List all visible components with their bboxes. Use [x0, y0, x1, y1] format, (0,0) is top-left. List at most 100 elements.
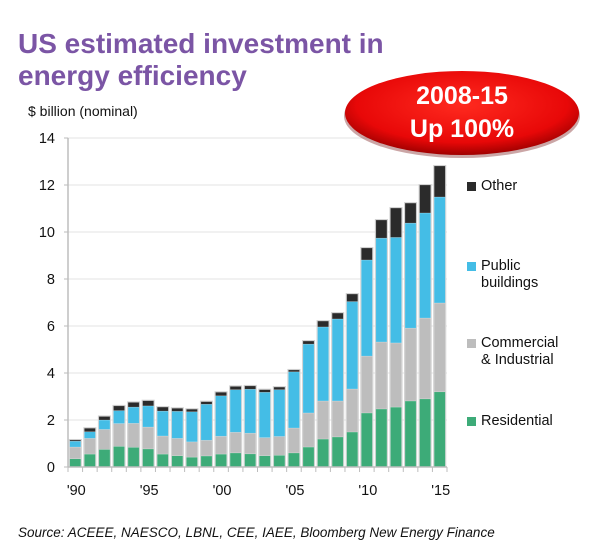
- x-tick-label: '05: [285, 483, 304, 499]
- bar-residential-2012: [390, 406, 402, 468]
- bar-other-2000: [215, 392, 227, 397]
- x-tick-label: '00: [213, 483, 232, 499]
- y-tick-label: 10: [39, 225, 55, 241]
- bar-public-buildings-1990: [69, 440, 82, 448]
- legend-item-other: Other: [467, 178, 596, 195]
- bar-residential-1999: [200, 455, 213, 468]
- bar-commercial-industrial-1990: [69, 446, 82, 460]
- bar-other-2014: [419, 184, 431, 214]
- bar-commercial-industrial-2002: [244, 432, 257, 455]
- bar-commercial-industrial-2013: [404, 327, 417, 402]
- legend-swatch-public-buildings: [467, 262, 476, 271]
- bar-residential-2009: [346, 431, 359, 468]
- bar-public-buildings-1997: [171, 411, 184, 439]
- y-tick-label: 2: [47, 413, 55, 429]
- bar-other-2011: [375, 219, 388, 239]
- bar-public-buildings-1996: [156, 410, 169, 437]
- source-note: Source: ACEEE, NAESCO, LBNL, CEE, IAEE, …: [18, 525, 495, 540]
- bar-stack-2010: [360, 246, 374, 468]
- bar-residential-2014: [419, 398, 431, 468]
- annotation-line-2: Up 100%: [409, 115, 515, 143]
- bar-other-1992: [98, 416, 111, 421]
- bar-commercial-industrial-2008: [331, 400, 344, 438]
- bar-commercial-industrial-2014: [419, 317, 431, 400]
- legend-swatch-other: [467, 182, 476, 191]
- legend-label-public-buildings: Public buildings: [481, 258, 539, 291]
- bar-commercial-industrial-2015: [433, 302, 446, 393]
- bar-other-2015: [433, 165, 446, 198]
- bar-public-buildings-2001: [229, 389, 242, 433]
- bar-residential-1997: [171, 455, 184, 468]
- bar-residential-1996: [156, 453, 169, 468]
- bar-residential-2000: [215, 453, 227, 468]
- bar-stack-1994: [127, 401, 141, 468]
- bar-commercial-industrial-1999: [200, 439, 213, 457]
- bar-commercial-industrial-1998: [186, 441, 198, 458]
- bar-commercial-industrial-1996: [156, 435, 169, 455]
- bar-residential-2001: [229, 452, 242, 468]
- bar-stack-2000: [214, 391, 228, 468]
- bar-commercial-industrial-1993: [113, 423, 125, 447]
- x-tick-label: '90: [67, 483, 86, 499]
- x-tick-labels: '90 '95 '00 '05 '10 '15: [67, 483, 450, 499]
- bar-other-1999: [200, 401, 213, 405]
- bar-other-1991: [84, 427, 96, 433]
- bar-commercial-industrial-2001: [229, 431, 242, 454]
- bar-public-buildings-1995: [142, 405, 154, 428]
- bar-other-1993: [113, 405, 125, 411]
- bar-stack-2006: [301, 340, 316, 468]
- bar-other-1995: [142, 400, 154, 407]
- bar-residential-2002: [244, 453, 257, 468]
- bar-residential-2007: [317, 438, 329, 468]
- bar-stack-1998: [185, 408, 199, 468]
- bar-residential-2008: [331, 436, 344, 468]
- chart-title: US estimated investment in energy effici…: [18, 28, 384, 91]
- bar-stack-2005: [287, 368, 301, 468]
- bar-public-buildings-2013: [404, 222, 417, 329]
- bar-public-buildings-2000: [215, 395, 227, 437]
- bar-other-1997: [171, 408, 184, 412]
- bar-public-buildings-2002: [244, 388, 257, 434]
- bar-stack-2007: [316, 320, 330, 468]
- bar-public-buildings-2005: [288, 371, 300, 429]
- bar-residential-1991: [84, 453, 96, 468]
- bar-stack-2013: [404, 202, 418, 468]
- bar-commercial-industrial-1991: [84, 438, 96, 455]
- bar-residential-1992: [98, 449, 111, 468]
- bar-stack-1996: [156, 406, 170, 468]
- bar-residential-1993: [113, 446, 125, 468]
- legend-item-commercial-industrial: Commercial & Industrial: [467, 335, 596, 369]
- bar-other-2012: [390, 207, 402, 238]
- bar-public-buildings-1999: [200, 404, 213, 441]
- bar-commercial-industrial-1995: [142, 426, 154, 450]
- bar-commercial-industrial-2004: [273, 436, 286, 456]
- bar-commercial-industrial-2003: [258, 437, 271, 456]
- legend-label-commercial-industrial: Commercial & Industrial: [481, 335, 559, 368]
- bar-stack-1995: [141, 399, 155, 468]
- bar-public-buildings-1994: [127, 406, 140, 424]
- bar-public-buildings-2006: [302, 343, 315, 414]
- bar-stack-1991: [83, 427, 97, 468]
- bar-commercial-industrial-2011: [375, 341, 388, 410]
- bar-public-buildings-1992: [98, 419, 111, 430]
- legend-item-public-buildings: Public buildings: [467, 258, 596, 292]
- bar-public-buildings-2014: [419, 212, 431, 319]
- bar-public-buildings-2015: [433, 196, 446, 304]
- bar-residential-1994: [127, 447, 140, 468]
- bar-stack-1997: [170, 407, 184, 468]
- bar-commercial-industrial-2006: [302, 412, 315, 448]
- bar-public-buildings-2012: [390, 237, 402, 344]
- bar-other-1994: [127, 402, 140, 408]
- bar-stack-2002: [243, 384, 257, 468]
- bar-stack-2004: [272, 386, 286, 468]
- y-tick-label: 14: [39, 131, 55, 147]
- bar-stack-1990: [68, 438, 82, 468]
- bar-stack-2009: [345, 293, 359, 468]
- bar-commercial-industrial-2010: [361, 355, 373, 414]
- bar-residential-2003: [258, 455, 271, 468]
- y-tick-label: 8: [47, 272, 55, 288]
- legend-swatch-commercial-industrial: [467, 339, 476, 348]
- bar-stack-2001: [229, 385, 243, 468]
- bar-stack-1993: [112, 404, 126, 468]
